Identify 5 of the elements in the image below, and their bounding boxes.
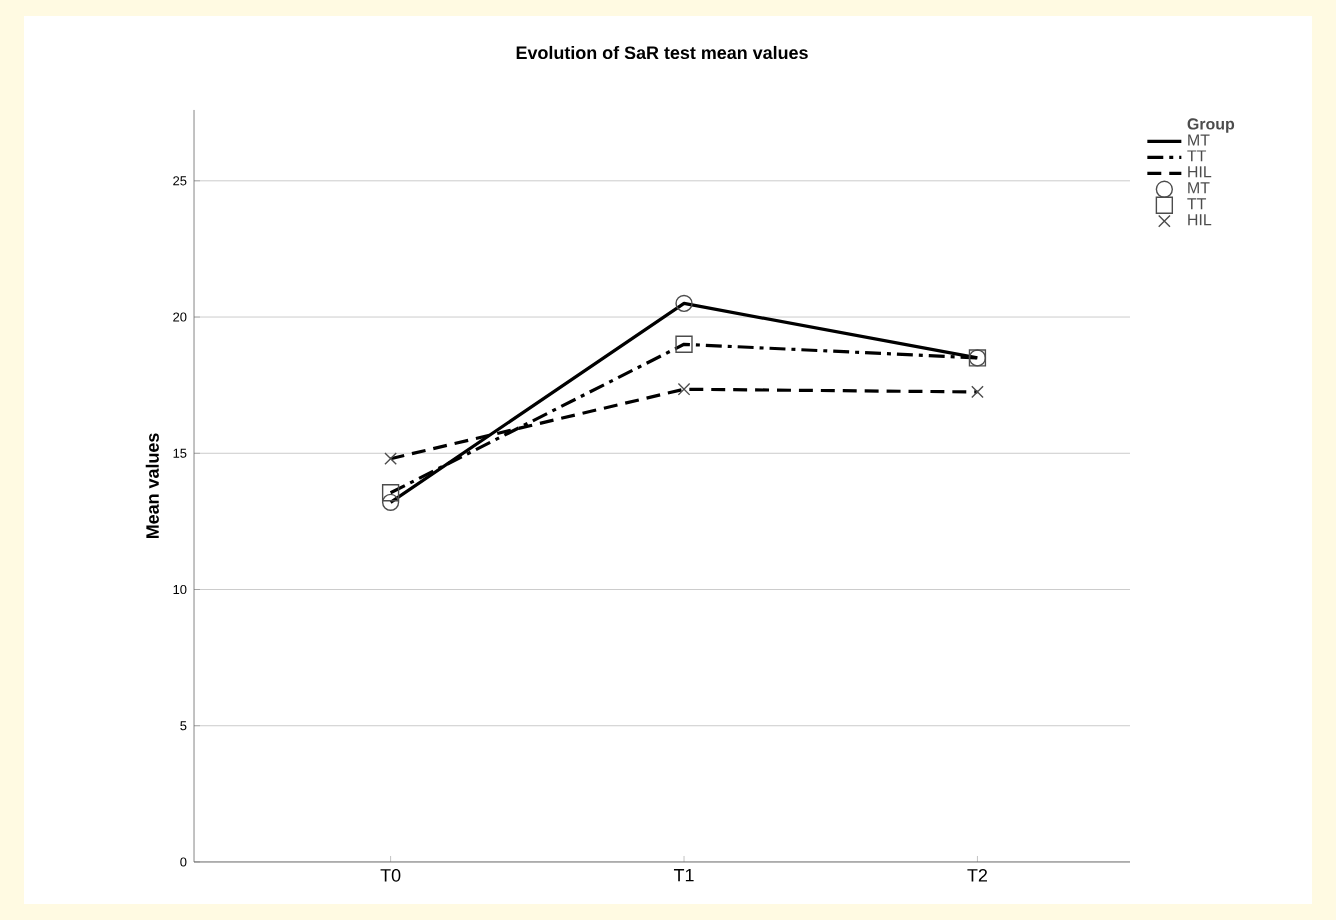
y-axis-title: Mean values (145, 433, 159, 539)
x-tick-label: T2 (967, 869, 987, 882)
x-tick-label: T0 (380, 869, 401, 882)
chart-title: Evolution of SaR test mean values (516, 45, 808, 60)
x-tick-label: T1 (673, 869, 694, 882)
